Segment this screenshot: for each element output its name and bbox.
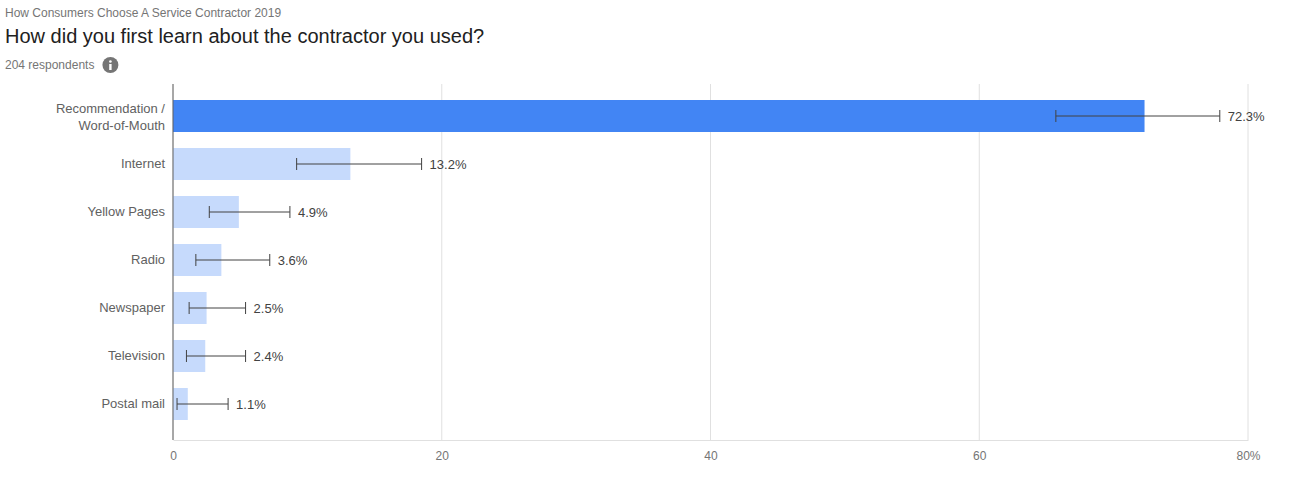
error-bar	[177, 398, 228, 410]
error-bar	[297, 158, 422, 170]
grid-line	[979, 84, 980, 440]
x-tick: 40	[704, 440, 718, 463]
data-labels: 72.3% 13.2% 4.9% 3.6% 2.5% 2.4% 1.1%	[236, 109, 1265, 412]
data-label: 2.4%	[254, 349, 284, 364]
error-bar	[209, 206, 290, 218]
header: How Consumers Choose A Service Contracto…	[5, 6, 281, 20]
error-bar	[189, 302, 245, 314]
bar	[173, 100, 1145, 132]
x-axis-line	[174, 440, 1249, 441]
error-bar	[186, 350, 245, 362]
category-label: Yellow Pages	[87, 204, 165, 219]
category-label: Internet	[121, 156, 165, 171]
x-tick: 0	[170, 440, 177, 463]
error-bar	[1056, 110, 1220, 122]
grid-line	[710, 84, 711, 440]
info-icon-dot[interactable]	[109, 60, 112, 63]
data-label: 4.9%	[298, 205, 328, 220]
grid-line	[173, 84, 174, 440]
category-label: Newspaper	[99, 300, 165, 315]
x-tick-label: 20	[436, 449, 450, 463]
category-label: Recommendation / Word-of-Mouth	[56, 101, 165, 133]
category-label: Radio	[131, 252, 165, 267]
x-tick: 60	[973, 440, 987, 463]
x-tick-label: 0	[170, 449, 177, 463]
y-tick: Television	[108, 348, 173, 363]
y-axis-line	[173, 84, 174, 440]
y-tick: Recommendation / Word-of-Mouth	[56, 101, 173, 133]
data-label: 13.2%	[430, 157, 467, 172]
y-tick: Newspaper	[99, 300, 173, 315]
chart: How Consumers Choose A Service Contracto…	[0, 0, 1307, 491]
info-icon[interactable]	[102, 57, 118, 73]
data-label: 3.6%	[278, 253, 308, 268]
y-tick: Internet	[121, 156, 173, 171]
grid-line	[1248, 84, 1249, 440]
category-label: Television	[108, 348, 165, 363]
y-tick: Postal mail	[101, 396, 173, 411]
y-tick: Radio	[131, 252, 173, 267]
x-tick-label: 80%	[1236, 449, 1260, 463]
grid-line	[441, 84, 442, 440]
y-tick: Yellow Pages	[87, 204, 173, 219]
x-axis: 0 20 40 60 80%	[170, 440, 1261, 463]
category-label-line: Recommendation /	[56, 101, 165, 116]
info-icon-bar[interactable]	[109, 64, 111, 70]
x-tick: 20	[436, 440, 450, 463]
plot-area	[173, 100, 1220, 420]
category-label-line: Word-of-Mouth	[79, 118, 165, 133]
category-label: Postal mail	[101, 396, 165, 411]
x-tick-label: 40	[704, 449, 718, 463]
x-tick-label: 60	[973, 449, 987, 463]
data-label: 72.3%	[1228, 109, 1265, 124]
grid	[173, 84, 1248, 440]
info-icon-circle[interactable]	[102, 57, 118, 73]
data-label: 1.1%	[236, 397, 266, 412]
data-label: 2.5%	[254, 301, 284, 316]
subtitle: 204 respondents	[5, 58, 94, 72]
title: How did you first learn about the contra…	[5, 25, 484, 47]
y-axis: Recommendation / Word-of-Mouth Internet Yel…	[56, 101, 173, 411]
x-tick: 80%	[1236, 440, 1260, 463]
error-bar	[196, 254, 270, 266]
